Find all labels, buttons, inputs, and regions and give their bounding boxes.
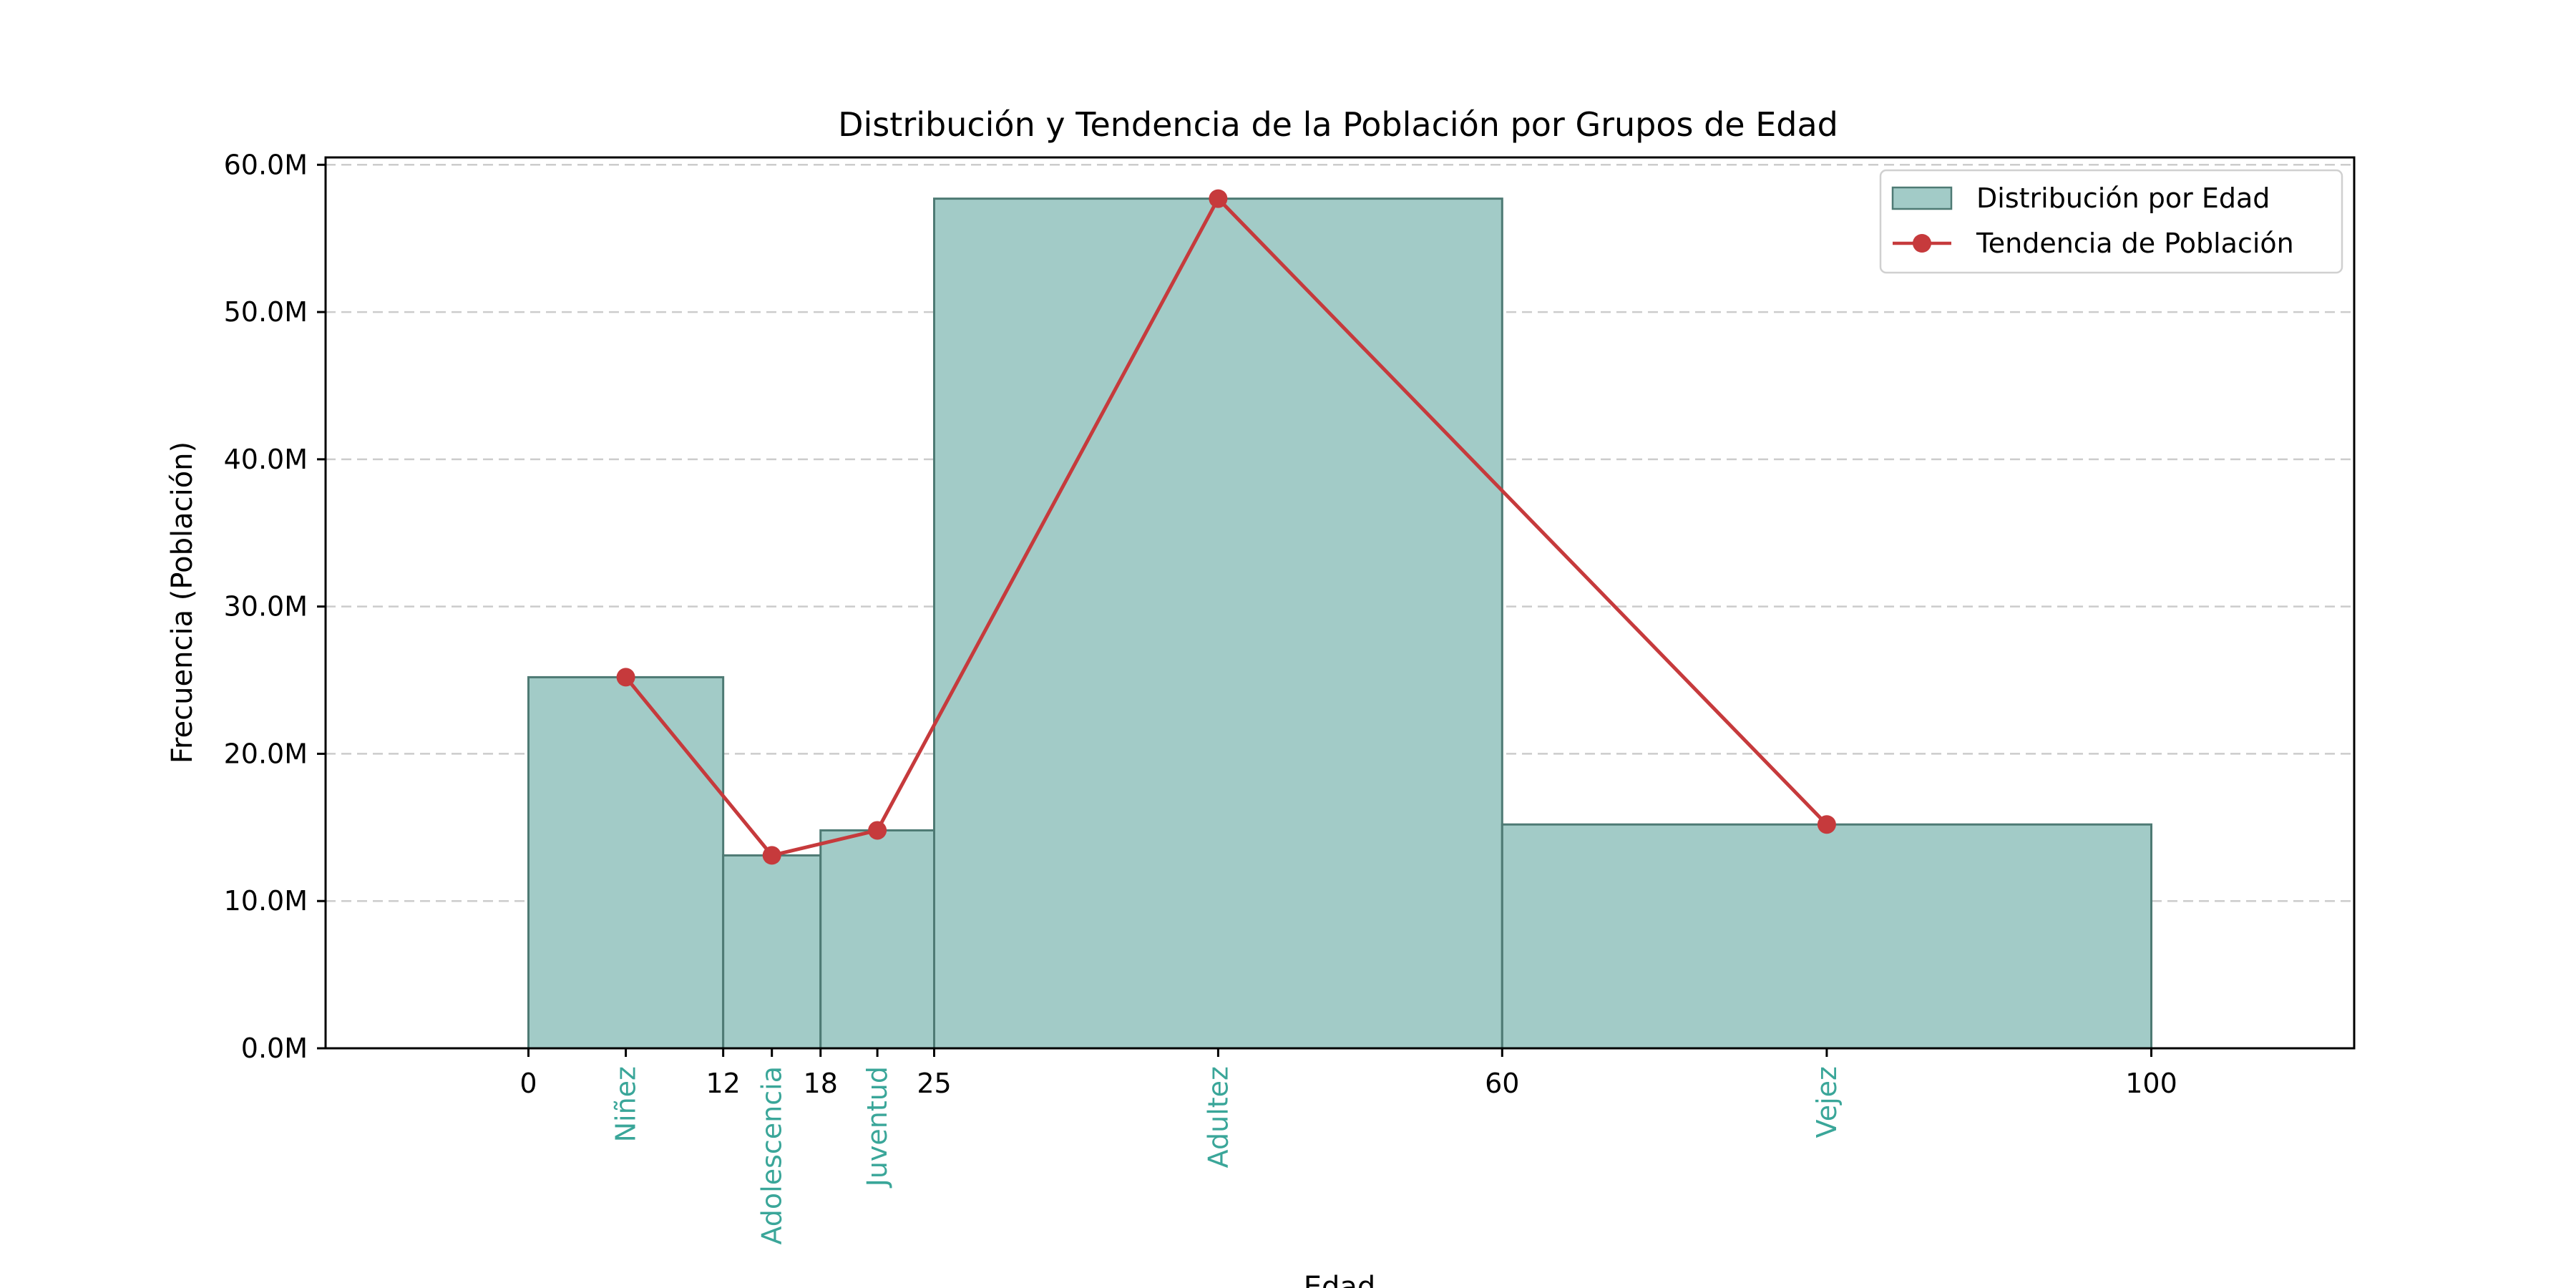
- y-tick-label: 40.0M: [224, 444, 308, 475]
- histogram-bar: [1501, 823, 2153, 1050]
- x-tick-label: 60: [1485, 1068, 1519, 1099]
- trend-point: [762, 846, 781, 865]
- y-axis-ticks: 0.0M 10.0M 20.0M 30.0M 40.0M 50.0M 60.0M: [224, 149, 326, 1064]
- legend-swatch-marker: [1913, 234, 1931, 253]
- x-tick-label: 100: [2125, 1068, 2177, 1099]
- trend-point: [1817, 815, 1836, 834]
- trend-point: [616, 668, 635, 687]
- legend-swatch-histogram: [1891, 186, 1953, 210]
- group-label: Adultez: [1202, 1066, 1234, 1168]
- legend-label-line: Tendencia de Población: [1976, 228, 2294, 259]
- group-label: Vejez: [1811, 1066, 1843, 1138]
- age-group-labels: Niñez Adolescencia Juventud Adultez Vejez: [610, 1066, 1843, 1245]
- histogram-bar: [722, 854, 822, 1050]
- y-axis-label: Frecuencia (Población): [166, 441, 199, 763]
- trend-point: [1209, 189, 1228, 208]
- y-tick-label: 0.0M: [241, 1033, 308, 1064]
- group-label: Juventud: [862, 1066, 893, 1188]
- y-tick-label: 20.0M: [224, 738, 308, 769]
- chart-title: Distribución y Tendencia de la Población…: [838, 105, 1838, 144]
- x-axis-label: Edad: [1304, 1271, 1376, 1288]
- y-tick-label: 50.0M: [224, 296, 308, 328]
- x-tick-label: 12: [706, 1068, 740, 1099]
- trend-point: [868, 821, 887, 840]
- legend-label-histogram: Distribución por Edad: [1976, 182, 2270, 214]
- trend-line: [616, 189, 1836, 865]
- group-label: Adolescencia: [756, 1066, 788, 1245]
- legend-box: [1879, 169, 2343, 274]
- y-tick-label: 30.0M: [224, 591, 308, 623]
- histogram-bar: [819, 829, 935, 1050]
- legend: Distribución por Edad Tendencia de Pobla…: [1879, 169, 2343, 274]
- histogram-bar: [933, 197, 1503, 1050]
- plot-frame: [324, 156, 2356, 1050]
- group-label: Niñez: [610, 1066, 642, 1142]
- x-tick-label: 25: [917, 1068, 951, 1099]
- x-axis-ticks: 0 12 18 25 60 100: [519, 1048, 2177, 1099]
- x-tick-label: 0: [519, 1068, 537, 1099]
- histogram-bar: [527, 675, 725, 1050]
- x-tick-label: 18: [804, 1068, 838, 1099]
- y-tick-label: 10.0M: [224, 885, 308, 917]
- y-tick-label: 60.0M: [224, 149, 308, 180]
